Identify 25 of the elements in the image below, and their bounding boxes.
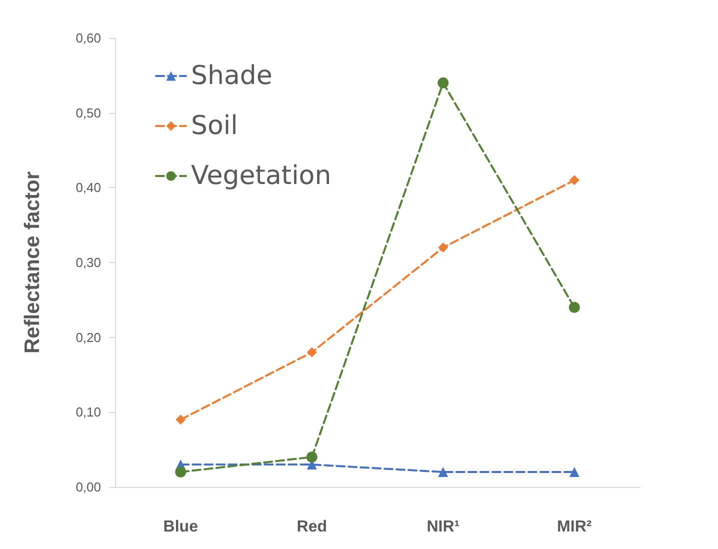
y-tick-label: 0,00 (76, 480, 101, 494)
y-tick-label: 0,50 (76, 105, 101, 120)
point (569, 175, 580, 186)
x-tick-label: Red (296, 518, 327, 536)
legend-label: Vegetation (191, 161, 332, 191)
point (175, 466, 186, 478)
y-axis-title: Reflectance factor (21, 171, 44, 354)
point (438, 77, 449, 88)
y-tick-label: 0,60 (76, 30, 101, 46)
y-tick-label: 0,10 (76, 404, 101, 420)
point (568, 302, 580, 313)
y-tick-label: 0,20 (76, 330, 101, 345)
x-tick-label: MIR² (557, 518, 592, 536)
point (176, 414, 186, 425)
y-tick-label: 0,30 (76, 255, 101, 270)
x-tick-label: Blue (163, 518, 198, 536)
y-tick-label: 0,40 (76, 180, 101, 196)
x-tick-label: NIR¹ (426, 518, 460, 536)
point (306, 347, 317, 358)
point (306, 452, 318, 463)
point (569, 467, 580, 478)
point (438, 467, 448, 478)
legend-label: Shade (191, 61, 272, 91)
point (438, 242, 448, 253)
legend-label: Soil (191, 111, 238, 141)
